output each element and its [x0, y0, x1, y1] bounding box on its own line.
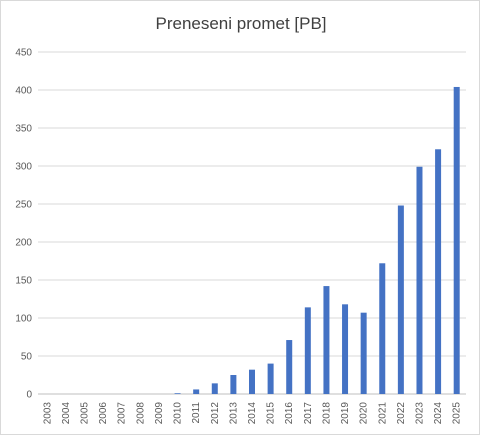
x-tick-label: 2013	[228, 402, 239, 425]
y-tick-label: 50	[21, 352, 33, 363]
bar	[304, 307, 311, 394]
x-tick-label: 2008	[135, 402, 146, 425]
bar-layer	[174, 86, 460, 395]
bar	[267, 363, 274, 394]
x-tick-label: 2019	[340, 402, 351, 425]
y-tick-label: 0	[26, 390, 32, 401]
y-tick-label: 100	[15, 314, 32, 325]
bar	[193, 389, 200, 394]
grid-layer	[38, 51, 466, 395]
bar	[416, 166, 423, 394]
bar	[323, 286, 330, 394]
y-tick-label: 400	[15, 86, 32, 97]
x-tick-label: 2016	[284, 402, 295, 425]
bar	[249, 369, 255, 394]
x-tick-label: 2006	[98, 402, 109, 425]
y-tick-label: 450	[15, 48, 32, 59]
bar	[342, 304, 349, 394]
bar	[174, 393, 181, 394]
bar	[230, 375, 237, 394]
bar	[360, 312, 367, 394]
x-tick-label: 2023	[414, 402, 425, 425]
x-tick-label: 2017	[303, 402, 314, 425]
x-tick-label: 2010	[173, 402, 184, 425]
y-tick-label: 350	[15, 124, 32, 135]
y-tick-label: 250	[15, 200, 32, 211]
x-tick-label: 2007	[117, 402, 128, 425]
x-axis-ticks: 2003 2004 2005 2006 2007 2008 2009 2010 2011 2012…	[42, 402, 462, 425]
bar	[211, 383, 218, 394]
x-tick-label: 2009	[154, 402, 165, 425]
x-tick-label: 2005	[80, 402, 91, 425]
bar	[379, 263, 386, 394]
x-tick-label: 2024	[433, 402, 444, 425]
x-tick-label: 2022	[396, 402, 407, 425]
bar	[397, 205, 404, 394]
bar	[435, 149, 442, 394]
x-tick-label: 2011	[191, 402, 202, 424]
x-tick-label: 2018	[321, 402, 332, 425]
bar	[453, 86, 460, 395]
y-tick-label: 200	[15, 238, 32, 249]
chart-title: Preneseni promet [PB]	[155, 14, 327, 33]
x-tick-label: 2004	[61, 402, 72, 425]
bar	[286, 340, 293, 394]
x-tick-label: 2003	[42, 402, 53, 425]
y-axis-ticks: 0 50 100 150 200 250 300 350 400 450	[15, 48, 32, 401]
y-tick-label: 300	[15, 162, 32, 173]
y-tick-label: 150	[15, 276, 32, 287]
x-tick-label: 2014	[247, 402, 258, 425]
x-tick-label: 2021	[377, 402, 388, 425]
x-tick-label: 2015	[266, 402, 277, 425]
x-tick-label: 2020	[359, 402, 370, 425]
x-tick-label: 2025	[452, 402, 463, 425]
x-tick-label: 2012	[210, 402, 221, 425]
